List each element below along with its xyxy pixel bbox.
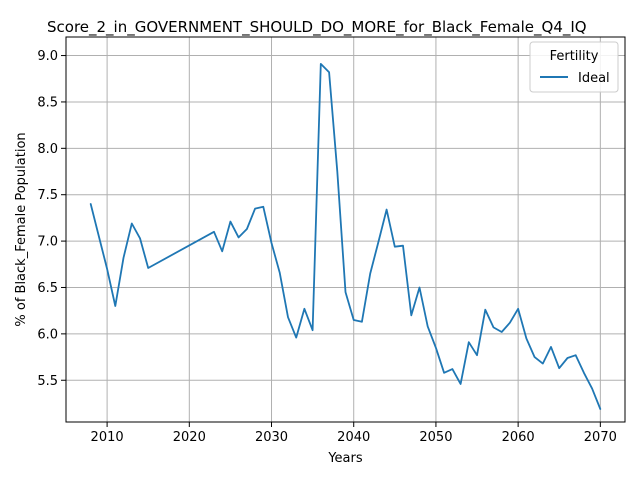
legend: Fertility Ideal bbox=[529, 41, 619, 93]
x-tick-label: 2030 bbox=[255, 430, 288, 445]
y-tick-label: 7.0 bbox=[37, 235, 58, 250]
x-tick-label: 2010 bbox=[91, 430, 124, 445]
x-tick-label: 2040 bbox=[337, 430, 370, 445]
x-tick-label: 2060 bbox=[502, 430, 535, 445]
y-axis-label: % of Black_Female Population bbox=[14, 132, 29, 326]
legend-box bbox=[529, 41, 619, 93]
legend-entry-ideal: Ideal bbox=[578, 71, 610, 86]
y-tick-label: 6.5 bbox=[37, 281, 58, 296]
y-tick-label: 5.5 bbox=[37, 374, 58, 389]
y-tick-label: 7.5 bbox=[37, 188, 58, 203]
series-line-ideal bbox=[89, 63, 602, 410]
x-tick-label: 2020 bbox=[173, 430, 206, 445]
tick-layer: 2010 2020 2030 2040 2050 2060 2070 5.5 6.0 6.5 7.0… bbox=[37, 49, 617, 445]
x-axis-label: Years bbox=[327, 451, 363, 466]
chart-title: Score_2_in_GOVERNMENT_SHOULD_DO_MORE_for… bbox=[47, 18, 587, 37]
y-tick-label: 8.0 bbox=[37, 142, 58, 157]
grid bbox=[66, 37, 625, 422]
plot-frame bbox=[65, 36, 626, 423]
y-tick-label: 8.5 bbox=[37, 95, 58, 110]
series-layer bbox=[89, 63, 602, 410]
x-tick-label: 2050 bbox=[419, 430, 452, 445]
x-tick-label: 2070 bbox=[584, 430, 617, 445]
legend-title: Fertility bbox=[550, 49, 599, 64]
y-tick-label: 9.0 bbox=[37, 49, 58, 64]
y-tick-label: 6.0 bbox=[37, 327, 58, 342]
